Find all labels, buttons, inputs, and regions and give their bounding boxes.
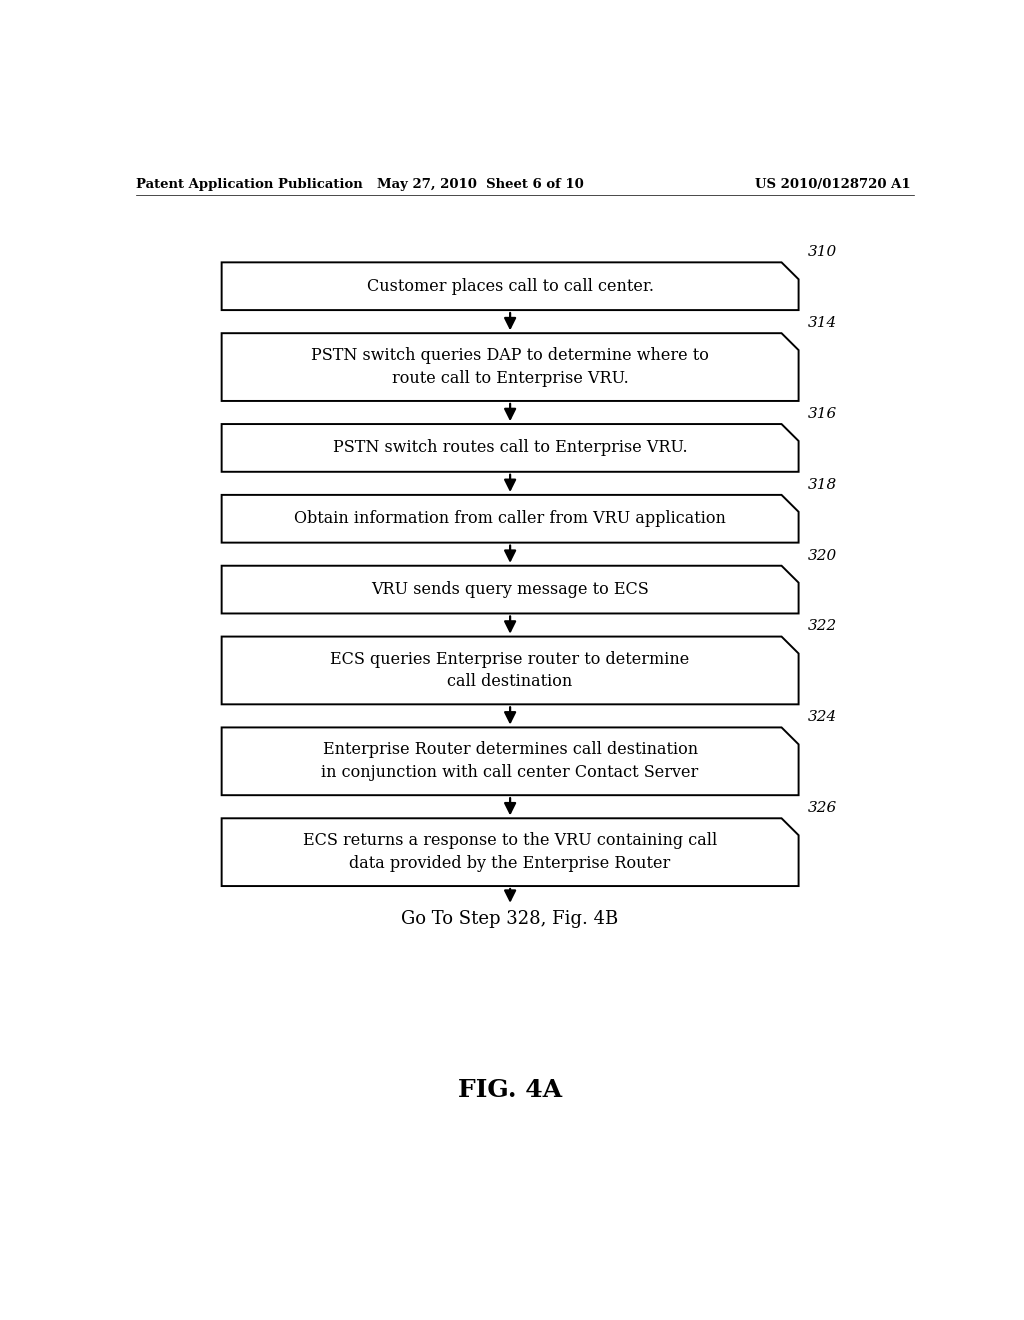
- Text: ECS returns a response to the VRU containing call
data provided by the Enterpris: ECS returns a response to the VRU contai…: [303, 832, 717, 873]
- Text: Patent Application Publication: Patent Application Publication: [136, 178, 362, 190]
- Text: PSTN switch routes call to Enterprise VRU.: PSTN switch routes call to Enterprise VR…: [333, 440, 687, 457]
- Text: 324: 324: [808, 710, 838, 725]
- Text: Go To Step 328, Fig. 4B: Go To Step 328, Fig. 4B: [401, 909, 618, 928]
- Text: PSTN switch queries DAP to determine where to
route call to Enterprise VRU.: PSTN switch queries DAP to determine whe…: [311, 347, 709, 387]
- Polygon shape: [221, 263, 799, 310]
- Text: Obtain information from caller from VRU application: Obtain information from caller from VRU …: [294, 511, 726, 527]
- Text: 310: 310: [808, 246, 838, 259]
- Text: Enterprise Router determines call destination
in conjunction with call center Co: Enterprise Router determines call destin…: [322, 742, 698, 781]
- Text: 326: 326: [808, 801, 838, 816]
- Text: May 27, 2010  Sheet 6 of 10: May 27, 2010 Sheet 6 of 10: [377, 178, 584, 190]
- Text: FIG. 4A: FIG. 4A: [458, 1078, 562, 1102]
- Polygon shape: [221, 333, 799, 401]
- Text: VRU sends query message to ECS: VRU sends query message to ECS: [372, 581, 649, 598]
- Text: 322: 322: [808, 619, 838, 634]
- Polygon shape: [221, 636, 799, 705]
- Polygon shape: [221, 818, 799, 886]
- Polygon shape: [221, 424, 799, 471]
- Text: ECS queries Enterprise router to determine
call destination: ECS queries Enterprise router to determi…: [331, 651, 690, 690]
- Polygon shape: [221, 566, 799, 614]
- Text: 318: 318: [808, 478, 838, 492]
- Text: 314: 314: [808, 315, 838, 330]
- Polygon shape: [221, 727, 799, 795]
- Text: Customer places call to call center.: Customer places call to call center.: [367, 277, 653, 294]
- Text: 320: 320: [808, 549, 838, 562]
- Text: US 2010/0128720 A1: US 2010/0128720 A1: [755, 178, 910, 190]
- Text: 316: 316: [808, 407, 838, 421]
- Polygon shape: [221, 495, 799, 543]
